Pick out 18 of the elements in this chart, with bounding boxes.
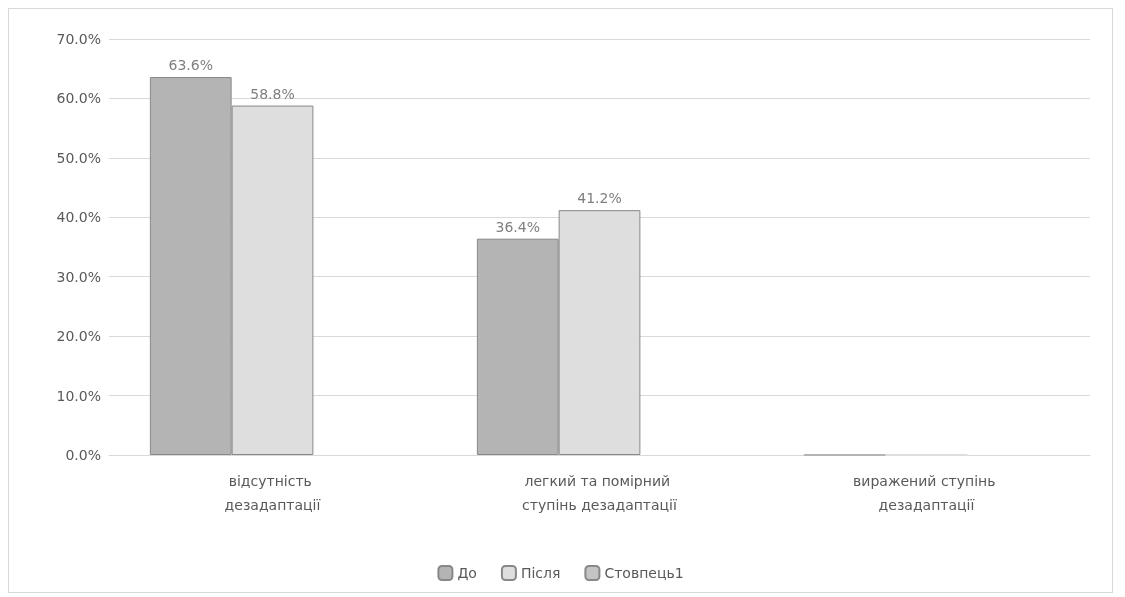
y-tick-label: 20.0% — [56, 328, 101, 345]
legend-label: Після — [520, 565, 561, 581]
y-tick-label: 10.0% — [56, 387, 101, 404]
legend-label: Стовпець1 — [604, 565, 684, 581]
y-tick-label: 30.0% — [56, 268, 101, 285]
data-label: 41.2% — [577, 190, 622, 207]
data-label: 63.6% — [168, 57, 213, 74]
data-label: 58.8% — [250, 85, 295, 102]
y-tick-label: 50.0% — [56, 149, 101, 166]
legend-label: До — [457, 565, 477, 581]
y-tick-label: 0.0% — [65, 447, 101, 463]
y-tick-label: 70.0% — [56, 31, 101, 47]
x-tick-label: виражений ступінь дезадаптації — [853, 473, 1000, 513]
x-tick-label: відсутність дезадаптації — [224, 473, 321, 513]
x-tick-label: легкий та помірний ступінь дезадаптації — [522, 473, 678, 513]
data-label: 36.4% — [495, 218, 540, 235]
y-tick-label: 60.0% — [56, 90, 101, 107]
y-tick-label: 40.0% — [56, 209, 101, 226]
